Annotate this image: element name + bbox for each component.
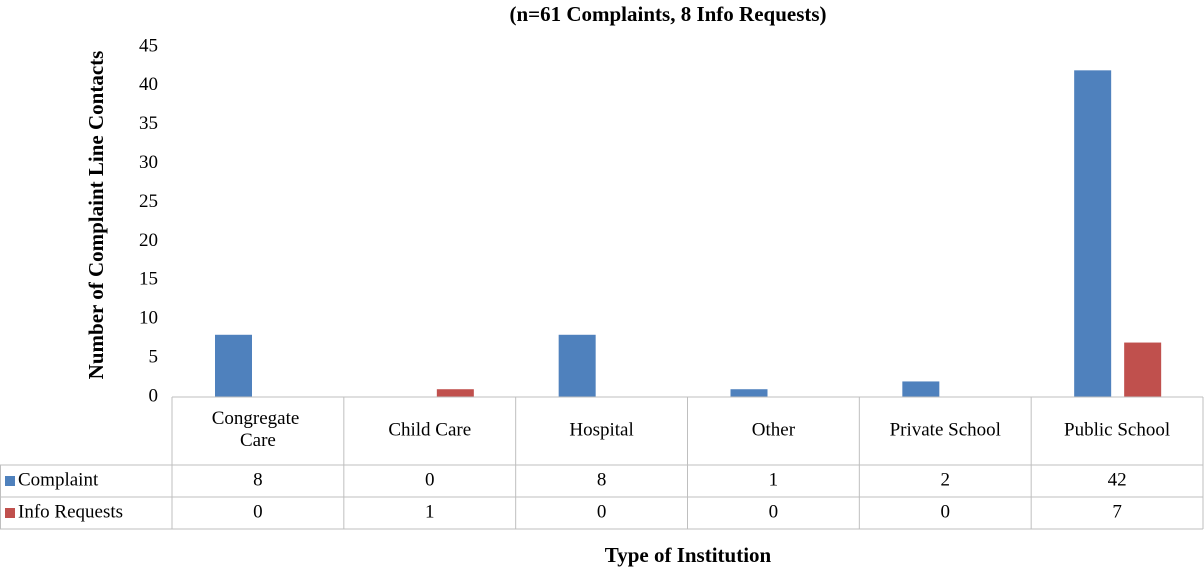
y-tick-label: 40 bbox=[139, 74, 158, 95]
table-value: 7 bbox=[1112, 501, 1122, 522]
table-value: 0 bbox=[941, 501, 951, 522]
x-tick-label: Other bbox=[752, 419, 796, 440]
x-tick-label: Public School bbox=[1064, 419, 1170, 440]
y-tick-label: 5 bbox=[149, 346, 159, 367]
table-value: 0 bbox=[597, 501, 607, 522]
legend-label: Complaint bbox=[18, 469, 99, 490]
bar bbox=[215, 334, 252, 397]
table-value: 1 bbox=[769, 469, 779, 490]
table-value: 0 bbox=[253, 501, 263, 522]
x-axis-label: Type of Institution bbox=[605, 543, 772, 567]
y-tick-label: 35 bbox=[139, 113, 158, 134]
bar bbox=[1124, 342, 1162, 397]
chart-subtitle: (n=61 Complaints, 8 Info Requests) bbox=[509, 2, 826, 26]
x-tick-label: Congregate Care bbox=[212, 408, 304, 451]
x-tick-label: Hospital bbox=[569, 419, 633, 440]
bar bbox=[558, 334, 596, 397]
x-tick-label: Private School bbox=[890, 419, 1001, 440]
table-value: 0 bbox=[769, 501, 779, 522]
y-axis-label: Number of Complaint Line Contacts bbox=[84, 51, 108, 380]
y-tick-label: 10 bbox=[139, 308, 158, 329]
bar bbox=[1074, 70, 1112, 397]
y-tick-label: 45 bbox=[139, 35, 158, 56]
y-tick-label: 20 bbox=[139, 230, 158, 251]
legend-swatch bbox=[5, 476, 15, 486]
table-value: 42 bbox=[1108, 469, 1127, 490]
table-value: 1 bbox=[425, 501, 435, 522]
table-value: 0 bbox=[425, 469, 435, 490]
bar bbox=[902, 381, 940, 397]
table-value: 2 bbox=[941, 469, 951, 490]
table-value: 8 bbox=[597, 469, 607, 490]
y-tick-label: 25 bbox=[139, 191, 158, 212]
table-value: 8 bbox=[253, 469, 263, 490]
bar bbox=[730, 389, 768, 397]
y-tick-label: 15 bbox=[139, 269, 158, 290]
y-tick-label: 0 bbox=[149, 385, 159, 406]
legend-label: Info Requests bbox=[18, 501, 123, 522]
legend-swatch bbox=[5, 508, 15, 518]
x-tick-label: Child Care bbox=[388, 419, 471, 440]
y-tick-label: 30 bbox=[139, 152, 158, 173]
bar bbox=[436, 389, 474, 397]
